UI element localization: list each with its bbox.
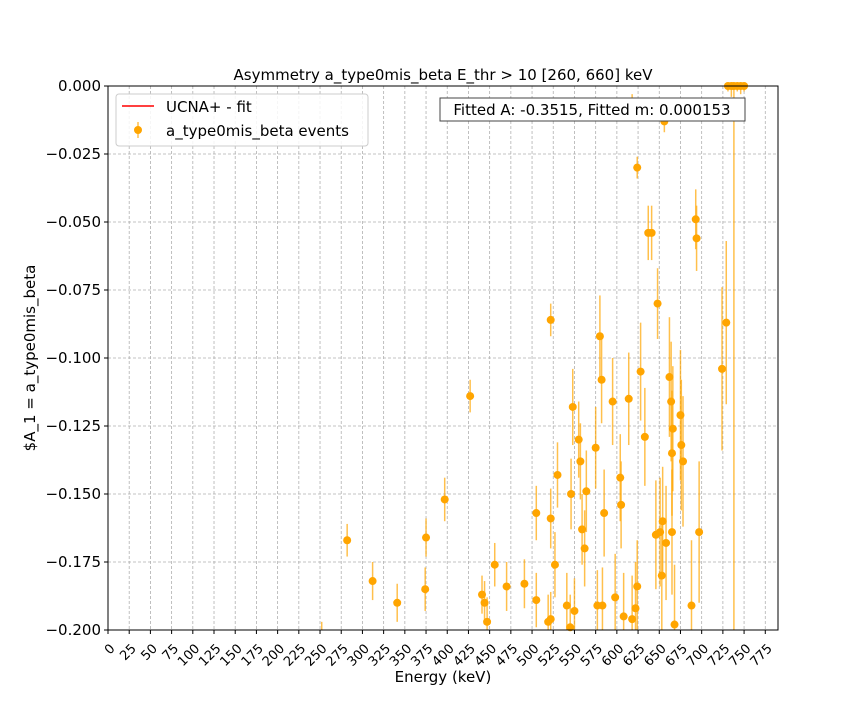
data-point bbox=[532, 596, 541, 605]
data-point bbox=[574, 435, 583, 444]
data-point bbox=[668, 424, 677, 433]
y-tick-label: −0.150 bbox=[45, 485, 101, 503]
data-point bbox=[722, 318, 731, 327]
y-tick-label: −0.050 bbox=[45, 213, 101, 231]
y-tick-label: 0.000 bbox=[58, 77, 101, 95]
data-point bbox=[553, 470, 562, 479]
data-point bbox=[624, 394, 633, 403]
data-point bbox=[502, 582, 511, 591]
data-point bbox=[550, 560, 559, 569]
data-point bbox=[695, 528, 704, 537]
data-point bbox=[546, 315, 555, 324]
data-point bbox=[580, 544, 589, 553]
legend-label-fit: UCNA+ - fit bbox=[166, 98, 252, 116]
data-point bbox=[679, 457, 688, 466]
fit-annotation: Fitted A: -0.3515, Fitted m: 0.000153 bbox=[439, 97, 746, 122]
data-point bbox=[611, 593, 620, 602]
data-point bbox=[662, 538, 671, 547]
data-point bbox=[490, 560, 499, 569]
data-point bbox=[670, 620, 679, 629]
data-point bbox=[608, 397, 617, 406]
data-point bbox=[619, 612, 628, 621]
data-point bbox=[576, 457, 585, 466]
data-point bbox=[692, 234, 701, 243]
data-point bbox=[633, 163, 642, 172]
y-tick-label: −0.125 bbox=[45, 417, 101, 435]
annotation-box bbox=[439, 97, 746, 122]
data-point bbox=[466, 392, 475, 401]
data-point bbox=[598, 601, 607, 610]
y-tick-label: −0.025 bbox=[45, 145, 101, 163]
data-point bbox=[718, 364, 727, 373]
data-point bbox=[600, 509, 609, 518]
data-point bbox=[566, 623, 575, 632]
data-point bbox=[667, 397, 676, 406]
legend-box bbox=[115, 93, 369, 147]
data-point bbox=[657, 571, 666, 580]
data-point bbox=[633, 582, 642, 591]
data-point bbox=[595, 332, 604, 341]
data-point bbox=[483, 617, 492, 626]
data-point bbox=[343, 536, 352, 545]
data-point bbox=[617, 500, 626, 509]
x-axis-label: Energy (keV) bbox=[395, 668, 492, 686]
y-tick-label: −0.200 bbox=[45, 621, 101, 639]
data-point bbox=[667, 449, 676, 458]
data-point bbox=[368, 577, 377, 586]
data-point bbox=[628, 615, 637, 624]
data-point bbox=[567, 490, 576, 498]
annotation-text: Fitted A: -0.3515, Fitted m: 0.000153 bbox=[453, 101, 730, 119]
data-point bbox=[640, 432, 649, 441]
data-point bbox=[591, 443, 600, 452]
data-point bbox=[546, 615, 555, 624]
legend: UCNA+ - fit a_type0mis_beta events bbox=[115, 93, 369, 147]
data-point bbox=[562, 601, 571, 610]
chart-title: Asymmetry a_type0mis_beta E_thr > 10 [26… bbox=[234, 66, 654, 85]
data-point bbox=[653, 299, 662, 308]
data-point bbox=[687, 601, 696, 610]
data-point bbox=[677, 441, 686, 450]
data-point bbox=[658, 517, 667, 526]
y-tick-label: −0.175 bbox=[45, 553, 101, 571]
data-point bbox=[667, 528, 676, 537]
legend-point-marker bbox=[134, 126, 142, 134]
data-point bbox=[636, 367, 645, 376]
data-point bbox=[691, 215, 700, 224]
y-tick-label: −0.075 bbox=[45, 281, 101, 299]
data-point bbox=[532, 509, 541, 518]
data-point bbox=[393, 598, 402, 607]
data-point bbox=[546, 514, 555, 523]
data-point bbox=[616, 473, 625, 482]
data-point bbox=[570, 606, 579, 615]
data-point bbox=[568, 402, 577, 411]
data-point bbox=[647, 228, 656, 237]
data-point bbox=[520, 579, 529, 588]
data-point bbox=[440, 495, 449, 504]
y-axis-label: $A_1 = a_type0mis_beta bbox=[21, 265, 40, 452]
legend-label-events: a_type0mis_beta events bbox=[166, 122, 349, 141]
data-point bbox=[597, 375, 606, 384]
data-point bbox=[582, 487, 591, 496]
data-point bbox=[421, 585, 430, 594]
y-axis-ticks: 0.000 −0.025 −0.050 −0.075 −0.100 −0.125 −0.15… bbox=[45, 77, 108, 639]
data-point bbox=[422, 533, 431, 542]
data-point bbox=[631, 604, 640, 613]
y-tick-label: −0.100 bbox=[45, 349, 101, 367]
